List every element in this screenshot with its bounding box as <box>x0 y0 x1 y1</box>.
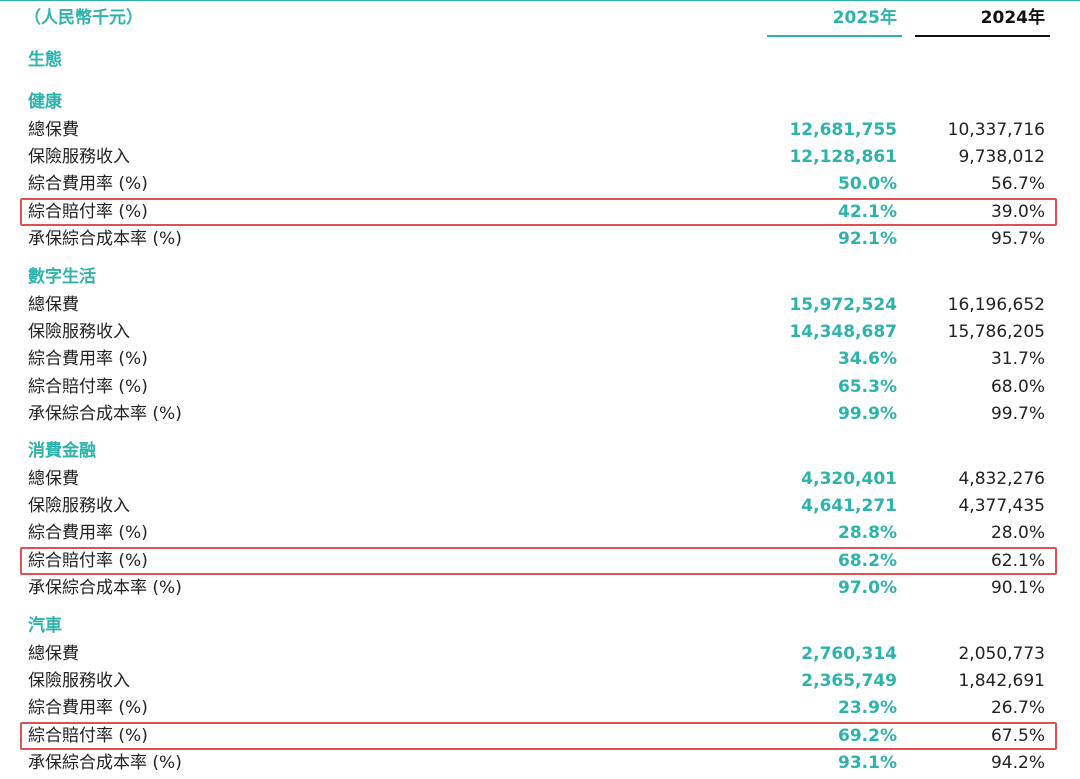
value-2025: 28.8% <box>838 523 897 544</box>
value-2025: 68.2% <box>838 550 897 571</box>
top-rule <box>0 0 1080 1</box>
row-label: 總保費 <box>28 469 79 489</box>
row-label: 綜合費用率 (%) <box>28 523 148 544</box>
row-label: 承保綜合成本率 (%) <box>28 577 182 598</box>
row-label: 總保費 <box>28 295 79 315</box>
section-title: 健康 <box>28 92 62 112</box>
highlight-box <box>20 721 1057 750</box>
value-2025: 2,365,749 <box>801 671 897 692</box>
row-label: 保險服務收入 <box>28 671 130 692</box>
row-label: 總保費 <box>28 644 79 664</box>
value-2024: 26.7% <box>990 698 1045 719</box>
value-2025: 14,348,687 <box>789 322 897 343</box>
value-2024: 15,786,205 <box>947 322 1045 343</box>
value-2024: 31.7% <box>990 349 1045 370</box>
value-2024: 68.0% <box>990 376 1045 397</box>
row-label: 綜合賠付率 (%) <box>28 376 148 397</box>
section-title: 消費金融 <box>28 441 96 461</box>
value-2025: 65.3% <box>838 376 897 397</box>
value-2024: 95.7% <box>990 228 1045 249</box>
value-2024: 67.5% <box>990 725 1045 746</box>
row-label: 綜合賠付率 (%) <box>28 725 148 746</box>
value-2025: 93.1% <box>838 752 897 773</box>
row-label: 保險服務收入 <box>28 322 130 343</box>
value-2025: 97.0% <box>838 577 897 598</box>
row-label: 綜合費用率 (%) <box>28 174 148 195</box>
row-label: 保險服務收入 <box>28 496 130 517</box>
value-2025: 4,641,271 <box>801 496 897 517</box>
row-label: 綜合費用率 (%) <box>28 349 148 370</box>
value-2025: 4,320,401 <box>801 469 897 489</box>
value-2024: 4,377,435 <box>958 496 1045 517</box>
row-label: 承保綜合成本率 (%) <box>28 403 182 424</box>
value-2024: 56.7% <box>990 174 1045 195</box>
value-2025: 23.9% <box>838 698 897 719</box>
value-2025: 2,760,314 <box>801 644 897 664</box>
value-2025: 69.2% <box>838 725 897 746</box>
section-title: 數字生活 <box>28 267 96 287</box>
value-2024: 99.7% <box>990 403 1045 424</box>
row-label: 總保費 <box>28 120 79 140</box>
unit: （人民幣千元） <box>24 8 143 28</box>
value-2024: 2,050,773 <box>958 644 1045 664</box>
value-2025: 12,128,861 <box>789 147 897 168</box>
section-title: 汽車 <box>28 616 62 636</box>
header-rule <box>915 35 1050 37</box>
column-header: 2024年 <box>980 8 1045 28</box>
value-2024: 10,337,716 <box>947 120 1045 140</box>
value-2025: 34.6% <box>838 349 897 370</box>
value-2025: 15,972,524 <box>789 295 897 315</box>
row-label: 承保綜合成本率 (%) <box>28 228 182 249</box>
value-2025: 50.0% <box>838 174 897 195</box>
value-2024: 39.0% <box>990 201 1045 222</box>
row-label: 綜合賠付率 (%) <box>28 201 148 222</box>
value-2025: 92.1% <box>838 228 897 249</box>
value-2024: 1,842,691 <box>958 671 1045 692</box>
row-label: 保險服務收入 <box>28 147 130 168</box>
value-2025: 42.1% <box>838 201 897 222</box>
highlight-box <box>20 197 1057 226</box>
value-2024: 90.1% <box>990 577 1045 598</box>
value-2024: 9,738,012 <box>958 147 1045 168</box>
value-2024: 62.1% <box>990 550 1045 571</box>
column-header: 2025年 <box>832 8 897 28</box>
row-label: 綜合費用率 (%) <box>28 698 148 719</box>
highlight-box <box>20 546 1057 575</box>
value-2025: 99.9% <box>838 403 897 424</box>
group-title: 生態 <box>28 50 62 70</box>
value-2024: 16,196,652 <box>947 295 1045 315</box>
value-2024: 28.0% <box>990 523 1045 544</box>
row-label: 綜合賠付率 (%) <box>28 550 148 571</box>
row-label: 承保綜合成本率 (%) <box>28 752 182 773</box>
value-2025: 12,681,755 <box>789 120 897 140</box>
value-2024: 4,832,276 <box>958 469 1045 489</box>
value-2024: 94.2% <box>990 752 1045 773</box>
header-rule <box>767 35 902 37</box>
